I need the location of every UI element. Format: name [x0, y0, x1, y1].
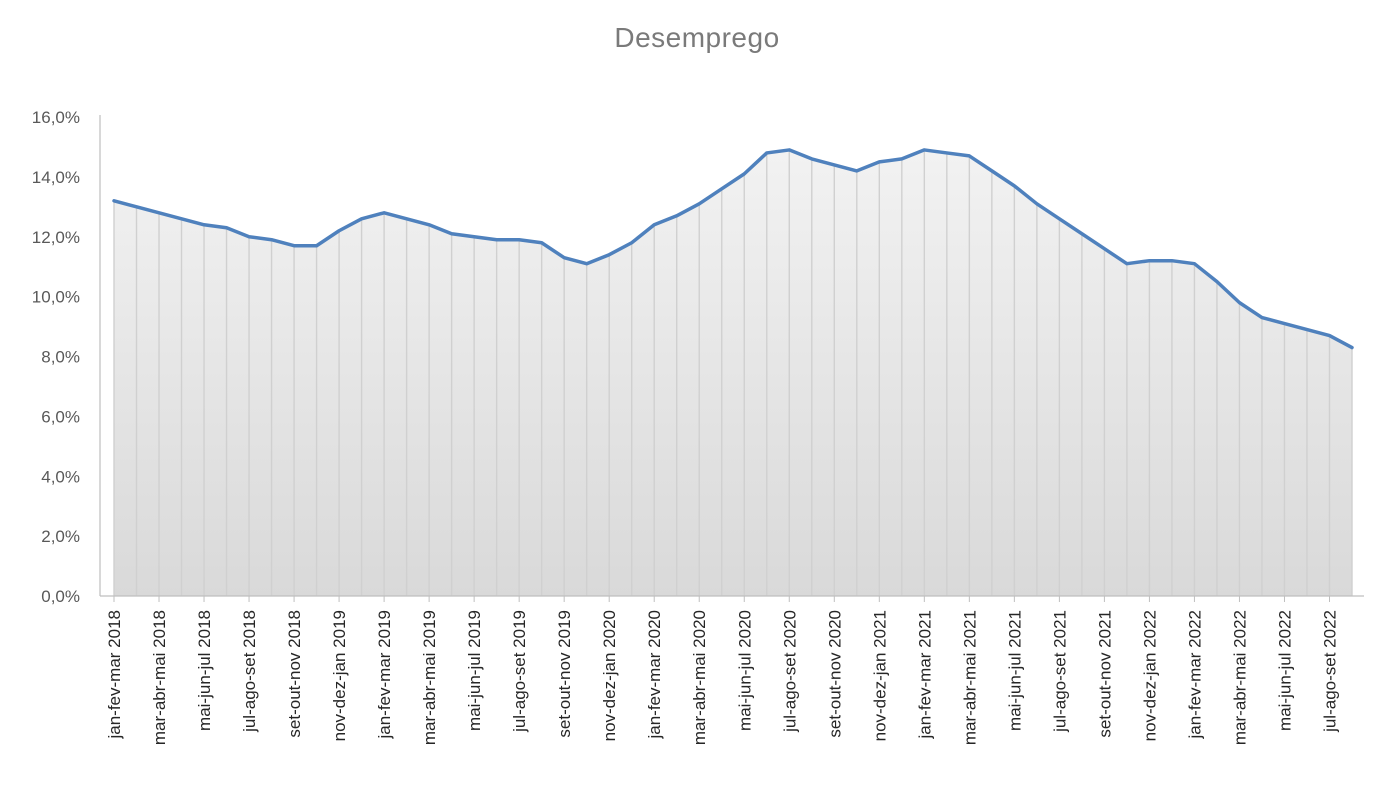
y-tick-label: 2,0%	[41, 527, 80, 546]
line-layer	[112, 148, 1354, 350]
x-tick-label: mar-abr-mai 2018	[150, 610, 169, 745]
x-tick-label: jan-fev-mar 2020	[645, 610, 664, 740]
x-tick-label: jan-fev-mar 2018	[105, 610, 124, 740]
x-tick-label: jul-ago-set 2022	[1320, 610, 1339, 733]
x-tick-label: set-out-nov 2019	[555, 610, 574, 738]
y-tick-label: 10,0%	[32, 288, 80, 307]
x-tick-label: jan-fev-mar 2022	[1185, 610, 1204, 740]
y-tick-label: 0,0%	[41, 587, 80, 606]
x-tick-label: nov-dez-jan 2022	[1140, 610, 1159, 741]
x-tick-label: mar-abr-mai 2021	[960, 610, 979, 745]
x-tick-label: mar-abr-mai 2020	[690, 610, 709, 745]
area-layer	[114, 149, 1352, 596]
y-tick-label: 12,0%	[32, 228, 80, 247]
x-tick-label: jan-fev-mar 2021	[915, 610, 934, 740]
x-tick-label: mai-jun-jul 2019	[465, 610, 484, 731]
x-tick-label: mar-abr-mai 2022	[1230, 610, 1249, 745]
x-tick-label: jul-ago-set 2021	[1050, 610, 1069, 733]
x-tick-label: mai-jun-jul 2018	[195, 610, 214, 731]
x-tick-label: mai-jun-jul 2020	[735, 610, 754, 731]
x-tick-label: jan-fev-mar 2019	[375, 610, 394, 740]
x-tick-label: nov-dez-jan 2021	[870, 610, 889, 741]
chart-title: Desemprego	[614, 22, 780, 53]
area-fill	[114, 149, 1352, 596]
y-tick-label: 4,0%	[41, 467, 80, 486]
series-line	[112, 148, 1354, 350]
x-tick-label: set-out-nov 2020	[825, 610, 844, 738]
x-tick-label: jul-ago-set 2018	[240, 610, 259, 733]
y-tick-label: 16,0%	[32, 108, 80, 127]
x-tick-label: mai-jun-jul 2021	[1005, 610, 1024, 731]
x-tick-label: nov-dez-jan 2019	[330, 610, 349, 741]
dropline-layer	[113, 149, 1353, 596]
y-axis-ticks: 0,0% 2,0% 4,0% 6,0% 8,0% 10,0% 12,0% 14,0% 16,0%	[32, 108, 80, 606]
x-axis-ticks: jan-fev-mar 2018 mar-abr-mai 2018 mai-jun-…	[105, 610, 1339, 745]
axis-layer	[99, 115, 1364, 602]
y-tick-label: 8,0%	[41, 348, 80, 367]
x-tick-label: mar-abr-mai 2019	[420, 610, 439, 745]
x-tick-label: jul-ago-set 2019	[510, 610, 529, 733]
x-tick-label: mai-jun-jul 2022	[1275, 610, 1294, 731]
y-tick-label: 6,0%	[41, 407, 80, 426]
x-tick-label: jul-ago-set 2020	[780, 610, 799, 733]
x-tick-label: set-out-nov 2021	[1095, 610, 1114, 738]
x-tick-label: set-out-nov 2018	[285, 610, 304, 738]
y-tick-label: 14,0%	[32, 168, 80, 187]
x-tick-label: nov-dez-jan 2020	[600, 610, 619, 741]
